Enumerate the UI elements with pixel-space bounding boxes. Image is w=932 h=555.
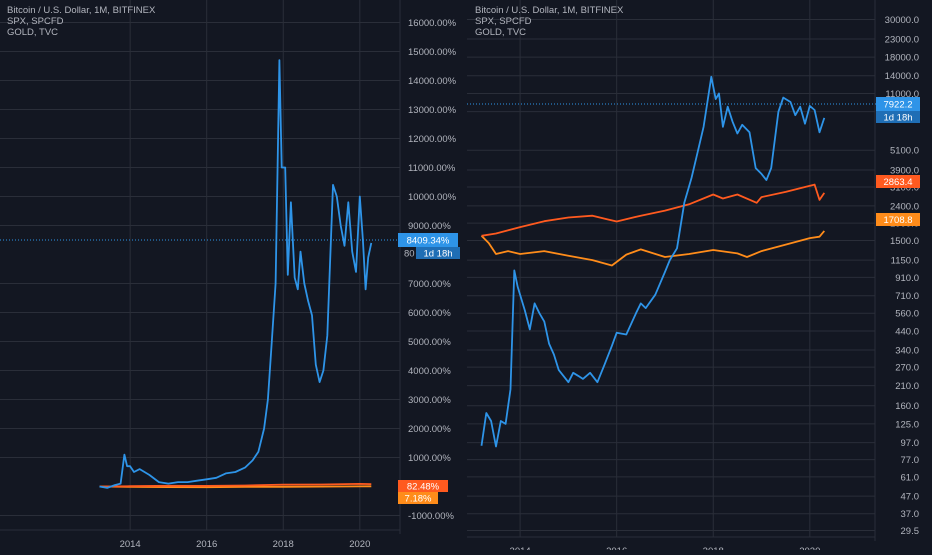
right-x-axis[interactable]: 2014 2016 2018 2020 [510, 546, 821, 555]
right-y-tick-label: 910.0 [895, 273, 919, 284]
left-y-tick-label: 10000.00% [408, 192, 457, 203]
right-y-tick-label: 125.0 [895, 419, 919, 430]
right-spx-price-tag [876, 175, 920, 188]
right-y-tick-label: 14000.0 [885, 71, 919, 82]
right-gold-price-text: 1708.8 [883, 215, 912, 226]
right-y-tick-label: 3900.0 [890, 166, 919, 177]
left-y-tick-label: 6000.00% [408, 308, 451, 319]
left-y-tick-label: -1000.00% [408, 511, 455, 522]
right-gold-price-tag [876, 213, 920, 226]
left-y-tick-label: 5000.00% [408, 337, 451, 348]
right-y-tick-label: 97.0 [901, 438, 920, 449]
right-btc-countdown-tag [876, 111, 920, 123]
left-y-tick-label: 12000.00% [408, 134, 457, 145]
left-gold-price-text: 7.18% [405, 494, 432, 505]
right-y-tick-label: 37.0 [901, 509, 920, 520]
right-y-tick-label: 30000.0 [885, 15, 919, 26]
left-legend-spx: SPX, SPCFD [7, 16, 64, 27]
left-spx-price-text: 82.48% [407, 482, 440, 493]
left-y-tick-label: 15000.00% [408, 47, 457, 58]
right-price-labels: 7922.2 1d 18h 2863.4 1708.8 [467, 97, 920, 226]
left-series-spx[interactable] [99, 482, 372, 488]
left-legend: Bitcoin / U.S. Dollar, 1M, BITFINEX SPX,… [7, 5, 156, 38]
right-y-axis[interactable]: 30000.023000.018000.014000.011000.08600.… [885, 15, 919, 537]
left-legend-gold: GOLD, TVC [7, 27, 58, 38]
right-y-tick-label: 1150.0 [891, 256, 919, 267]
right-series-gold[interactable] [480, 230, 825, 267]
right-y-tick-label: 710.0 [895, 291, 919, 302]
left-btc-countdown-text: 1d 18h [423, 249, 452, 260]
left-spx-price-tag [398, 480, 448, 492]
right-y-tick-label: 23000.0 [885, 35, 919, 46]
right-x-tick-label: 2016 [606, 546, 627, 550]
left-x-tick-label: 2018 [273, 539, 294, 550]
right-legend-title: Bitcoin / U.S. Dollar, 1M, BITFINEX [475, 5, 624, 16]
right-y-tick-label: 560.0 [895, 309, 919, 320]
right-y-tick-label: 1500.0 [890, 236, 919, 247]
left-grid [0, 0, 401, 534]
left-y-tick-label: 14000.00% [408, 76, 457, 87]
left-chart[interactable]: 16000.00% 15000.00% 14000.00% 13000.00% 1200… [0, 0, 467, 550]
left-series-bitcoin-u-s-dollar[interactable] [99, 59, 373, 489]
right-y-tick-label: 77.0 [901, 455, 920, 466]
right-series-layer [480, 75, 826, 448]
left-btc-countdown-tag [416, 247, 460, 259]
left-x-tick-label: 2016 [196, 539, 217, 550]
right-y-tick-label: 210.0 [895, 381, 919, 392]
right-x-tick-label: 2018 [703, 546, 724, 550]
right-grid [467, 0, 876, 541]
right-y-tick-label: 5100.0 [890, 146, 919, 157]
left-chart-panel[interactable]: 16000.00% 15000.00% 14000.00% 13000.00% 1200… [0, 0, 467, 550]
right-series-spx[interactable] [481, 183, 826, 237]
left-x-tick-label: 2014 [120, 539, 141, 550]
right-x-tick-label: 2014 [510, 546, 531, 550]
left-x-axis[interactable]: 2014 2016 2018 2020 [120, 539, 371, 550]
right-x-tick-label: 2020 [799, 546, 820, 550]
right-chart[interactable]: 30000.023000.018000.014000.011000.08600.… [467, 0, 932, 555]
right-y-tick-label: 440.0 [895, 327, 919, 338]
left-btc-price-tag [398, 233, 458, 247]
left-y-tick-label: 4000.00% [408, 366, 451, 377]
left-y-tick-label: 9000.00% [408, 221, 451, 232]
right-spx-price-text: 2863.4 [883, 177, 912, 188]
left-price-labels: 8409.34% 80 1d 18h 82.48% 7.18% [0, 233, 460, 505]
right-y-tick-label: 29.5 [901, 526, 920, 537]
right-y-tick-label: 47.0 [901, 492, 920, 503]
right-y-tick-label: 2400.0 [890, 201, 919, 212]
left-y-tick-label: 2000.00% [408, 424, 451, 435]
right-y-tick-label: 270.0 [895, 363, 919, 374]
right-y-tick-label: 61.0 [901, 472, 920, 483]
right-btc-countdown-text: 1d 18h [883, 113, 912, 124]
right-series-bitcoin-u-s-dollar[interactable] [480, 75, 826, 448]
left-gold-price-tag [398, 492, 438, 504]
left-partial-tick: 80 [404, 249, 415, 260]
left-series-layer [99, 59, 373, 489]
right-btc-price-text: 7922.2 [883, 100, 912, 111]
right-y-tick-label: 340.0 [895, 346, 919, 357]
left-legend-title: Bitcoin / U.S. Dollar, 1M, BITFINEX [7, 5, 156, 16]
right-legend-spx: SPX, SPCFD [475, 16, 532, 27]
right-y-tick-label: 11000.0 [885, 89, 919, 100]
right-btc-price-tag [876, 97, 920, 111]
left-y-tick-label: 11000.00% [408, 163, 456, 174]
right-legend: Bitcoin / U.S. Dollar, 1M, BITFINEX SPX,… [475, 5, 624, 38]
left-x-tick-label: 2020 [349, 539, 370, 550]
left-y-tick-label: 16000.00% [408, 18, 457, 29]
left-y-tick-label: 13000.00% [408, 105, 457, 116]
right-legend-gold: GOLD, TVC [475, 27, 526, 38]
left-y-axis[interactable]: 16000.00% 15000.00% 14000.00% 13000.00% 1200… [408, 18, 457, 522]
left-btc-price-text: 8409.34% [407, 236, 450, 247]
right-y-tick-label: 160.0 [895, 401, 919, 412]
left-y-tick-label: 3000.00% [408, 395, 451, 406]
right-y-tick-label: 18000.0 [885, 53, 919, 64]
left-y-tick-label: 1000.00% [408, 453, 451, 464]
right-chart-panel[interactable]: 30000.023000.018000.014000.011000.08600.… [467, 0, 932, 555]
left-y-tick-label: 7000.00% [408, 279, 451, 290]
